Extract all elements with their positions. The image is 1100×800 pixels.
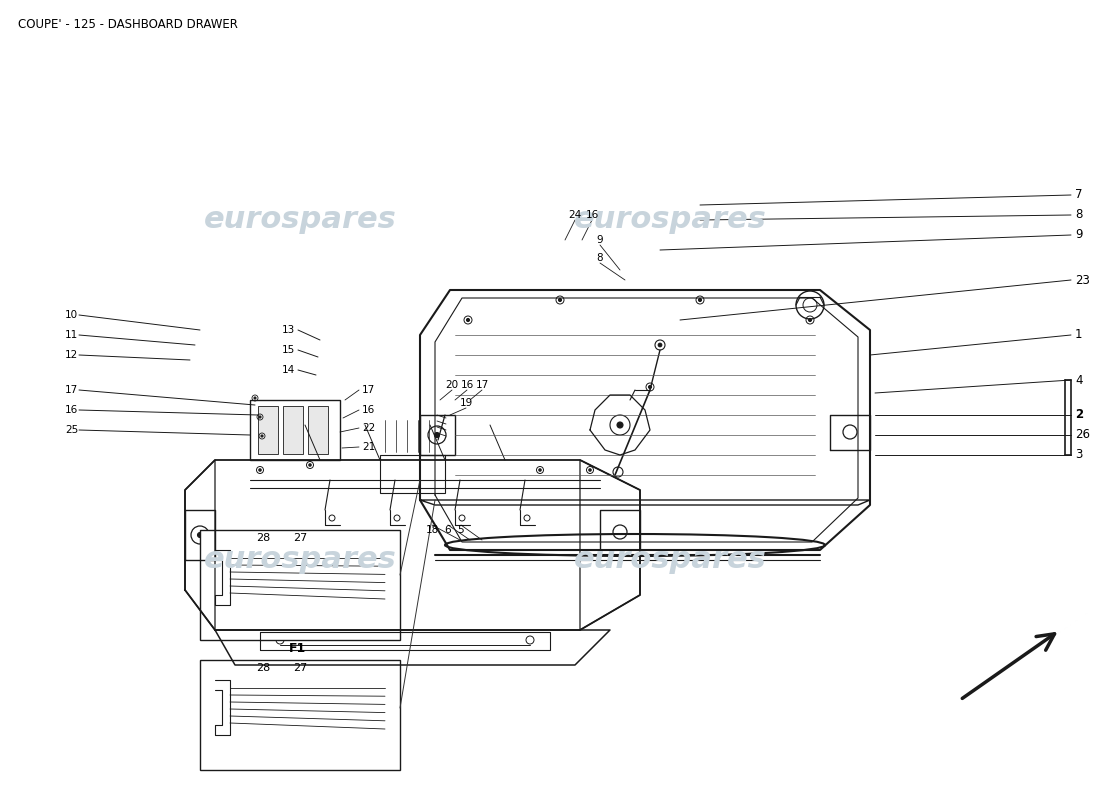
Text: 6: 6 xyxy=(444,525,451,535)
Text: 15: 15 xyxy=(282,345,295,355)
Text: 9: 9 xyxy=(596,235,603,245)
Circle shape xyxy=(258,416,261,418)
Circle shape xyxy=(559,298,561,302)
Bar xyxy=(258,406,278,454)
Text: 23: 23 xyxy=(1075,274,1090,286)
Text: 7: 7 xyxy=(1075,189,1082,202)
Text: 8: 8 xyxy=(1075,209,1082,222)
Circle shape xyxy=(588,469,591,471)
Circle shape xyxy=(419,464,421,466)
Text: 17: 17 xyxy=(362,385,375,395)
Circle shape xyxy=(808,318,812,322)
Bar xyxy=(250,400,340,460)
Bar xyxy=(308,406,328,454)
Text: eurospares: eurospares xyxy=(573,206,767,234)
Text: 2: 2 xyxy=(1075,409,1084,422)
Text: 20: 20 xyxy=(446,380,459,390)
Text: 25: 25 xyxy=(65,425,78,435)
Text: 27: 27 xyxy=(293,533,307,543)
Text: 26: 26 xyxy=(1075,429,1090,442)
Text: eurospares: eurospares xyxy=(204,206,396,234)
Text: 3: 3 xyxy=(1075,449,1082,462)
Bar xyxy=(283,406,302,454)
Text: 14: 14 xyxy=(282,365,295,375)
Text: 9: 9 xyxy=(1075,229,1082,242)
Text: eurospares: eurospares xyxy=(573,546,767,574)
Text: 17: 17 xyxy=(475,380,488,390)
Circle shape xyxy=(254,397,256,399)
Text: 24: 24 xyxy=(569,210,582,220)
Text: 8: 8 xyxy=(596,253,603,263)
Circle shape xyxy=(466,318,470,322)
Text: 21: 21 xyxy=(362,442,375,452)
FancyBboxPatch shape xyxy=(200,660,400,770)
Circle shape xyxy=(434,433,440,438)
Circle shape xyxy=(698,298,702,302)
Text: 12: 12 xyxy=(65,350,78,360)
Text: 17: 17 xyxy=(65,385,78,395)
Circle shape xyxy=(258,469,261,471)
Text: 19: 19 xyxy=(460,398,473,408)
Circle shape xyxy=(658,343,662,347)
Text: COUPE' - 125 - DASHBOARD DRAWER: COUPE' - 125 - DASHBOARD DRAWER xyxy=(18,18,238,31)
Circle shape xyxy=(198,533,202,538)
Circle shape xyxy=(261,435,263,437)
Text: 18: 18 xyxy=(426,525,439,535)
Text: 27: 27 xyxy=(293,663,307,673)
Text: 28: 28 xyxy=(256,533,271,543)
Circle shape xyxy=(539,469,541,471)
Text: 4: 4 xyxy=(1075,374,1082,386)
Text: 16: 16 xyxy=(585,210,598,220)
Circle shape xyxy=(309,464,311,466)
Text: 16: 16 xyxy=(65,405,78,415)
Text: 22: 22 xyxy=(362,423,375,433)
Text: 13: 13 xyxy=(282,325,295,335)
Circle shape xyxy=(649,386,651,389)
Text: 16: 16 xyxy=(362,405,375,415)
Text: 10: 10 xyxy=(65,310,78,320)
Text: 11: 11 xyxy=(65,330,78,340)
Text: 16: 16 xyxy=(461,380,474,390)
FancyBboxPatch shape xyxy=(200,530,400,640)
Text: 5: 5 xyxy=(458,525,464,535)
Text: 1: 1 xyxy=(1075,329,1082,342)
Circle shape xyxy=(617,422,623,428)
Text: F1: F1 xyxy=(289,642,307,654)
Bar xyxy=(379,455,446,493)
Text: eurospares: eurospares xyxy=(204,546,396,574)
Text: 28: 28 xyxy=(256,663,271,673)
